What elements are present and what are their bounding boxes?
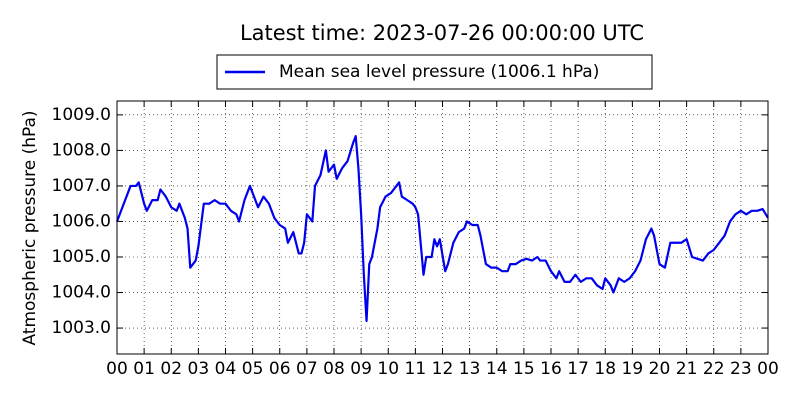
plot-frame — [116, 100, 769, 355]
x-tick-label: 09 — [350, 359, 372, 379]
y-tick-label: 1005.0 — [52, 247, 111, 267]
y-tick-label: 1004.0 — [52, 283, 111, 303]
x-tick-label: 11 — [405, 359, 427, 379]
x-tick-label: 03 — [188, 359, 210, 379]
x-tick-label: 00 — [757, 359, 779, 379]
x-tick-label: 12 — [432, 359, 454, 379]
x-tick-label: 19 — [622, 359, 644, 379]
y-tick-label: 1006.0 — [52, 211, 111, 231]
y-tick-label: 1009.0 — [52, 105, 111, 125]
x-tick-label: 02 — [160, 359, 182, 379]
data-line — [115, 135, 769, 323]
x-tick-label: 08 — [323, 359, 345, 379]
legend-box — [216, 54, 653, 90]
x-tick-label: 23 — [730, 359, 752, 379]
y-tick-label: 1003.0 — [52, 318, 111, 338]
x-tick-label: 22 — [703, 359, 725, 379]
x-tick-label: 04 — [215, 359, 237, 379]
y-axis-label: Atmospheric pressure (hPa) — [20, 110, 40, 345]
x-tick-label: 14 — [486, 359, 508, 379]
x-tick-label: 21 — [676, 359, 698, 379]
x-tick-label: 00 — [106, 359, 128, 379]
y-tick-label: 1007.0 — [52, 176, 111, 196]
y-tick-label: 1008.0 — [52, 140, 111, 160]
x-tick-label: 05 — [242, 359, 264, 379]
x-tick-label: 17 — [567, 359, 589, 379]
x-tick-label: 15 — [513, 359, 535, 379]
x-tick-label: 18 — [594, 359, 616, 379]
x-tick-label: 07 — [296, 359, 318, 379]
chart-title: Latest time: 2023-07-26 00:00:00 UTC — [240, 21, 644, 45]
legend-label: Mean sea level pressure (1006.1 hPa) — [279, 62, 599, 82]
x-tick-label: 01 — [133, 359, 155, 379]
x-tick-label: 13 — [459, 359, 481, 379]
x-tick-label: 10 — [377, 359, 399, 379]
x-tick-label: 06 — [269, 359, 291, 379]
x-tick-label: 20 — [649, 359, 671, 379]
x-tick-label: 16 — [540, 359, 562, 379]
